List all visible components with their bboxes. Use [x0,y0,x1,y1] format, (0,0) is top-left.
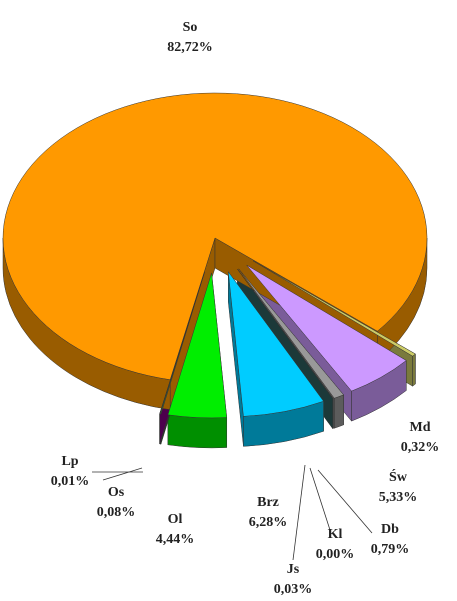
slice-value: 82,72% [167,40,213,55]
slice [238,268,344,399]
slice [159,272,205,415]
slice-value: 0,01% [51,474,90,489]
slice [246,264,407,392]
slice-label: Js [287,562,300,577]
slice-value: 5,33% [379,490,418,505]
slice-label: Kl [328,527,343,542]
leader-line [102,467,143,481]
slice-value: 0,79% [371,542,410,557]
leader-line [292,464,306,561]
slice-value: 0,08% [97,505,136,520]
slice-label: Św [389,468,408,485]
slice [2,92,428,380]
slice-value: 0,00% [316,547,355,562]
slice [237,269,334,400]
slice-side [334,394,344,429]
slice-label: Db [381,522,399,537]
slice-label: Lp [61,454,78,469]
slice-value: 6,28% [249,515,288,530]
slice [227,270,324,417]
slice [167,272,228,419]
slice [252,260,416,357]
slice-value: 4,44% [156,532,195,547]
leader-line [317,469,373,534]
slice-side [167,414,228,449]
leader-line [309,467,331,531]
slice-label: Ol [168,512,183,527]
slice-label: Brz [257,495,279,510]
slice-label: Md [410,420,431,435]
slice-value: 0,03% [274,582,313,597]
slice-value: 0,32% [401,440,440,455]
slice-label: Os [108,485,125,500]
slice-label: So [183,20,198,35]
slice-side [412,353,416,387]
